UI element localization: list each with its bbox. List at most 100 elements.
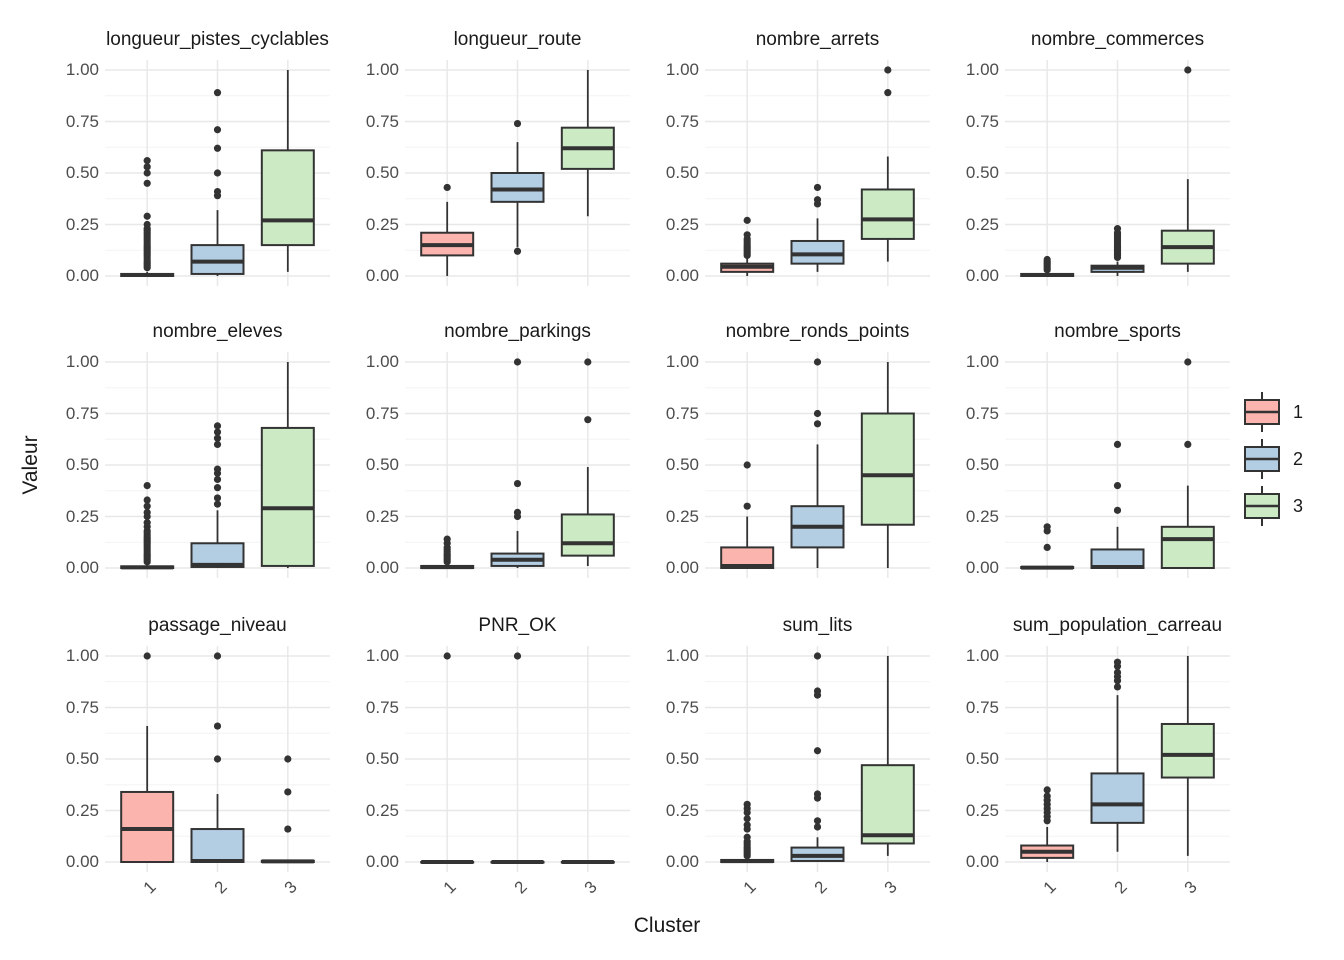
y-tick-label: 1.00: [965, 646, 999, 665]
boxplot-cluster-2: [1090, 225, 1145, 276]
y-tick-label: 0.00: [965, 558, 999, 577]
facet-panel: [105, 60, 330, 286]
y-tick-label: 1.00: [665, 60, 699, 79]
y-tick-label: 0.50: [65, 163, 99, 182]
y-tick-label: 0.75: [365, 403, 399, 423]
y-tick-label: 0.50: [365, 749, 399, 768]
boxplot-cluster-1: [420, 183, 475, 276]
y-axis-title: Valeur: [19, 435, 42, 495]
boxplot-cluster-1: [1020, 523, 1075, 570]
y-tick-label: 0.50: [665, 749, 699, 768]
legend-key-boxplot-icon: [1244, 439, 1280, 479]
y-tick-label: 0.75: [965, 111, 999, 131]
facet-panel: [1005, 352, 1230, 578]
facet-title: sum_lits: [782, 615, 853, 636]
y-tick-label: 1.00: [65, 646, 99, 665]
legend-item: 2: [1243, 439, 1303, 479]
y-tick-label: 0.00: [365, 266, 399, 285]
legend-item: 1: [1243, 392, 1303, 432]
y-tick-label: 0.00: [665, 852, 699, 871]
facet-title: nombre_eleves: [152, 321, 283, 342]
y-tick-label: 0.00: [965, 852, 999, 871]
boxplot-cluster-2: [190, 652, 245, 863]
boxplot-cluster-2: [790, 358, 845, 568]
y-tick-label: 0.25: [365, 800, 399, 820]
y-tick-label: 0.75: [65, 697, 99, 717]
y-tick-label: 0.25: [365, 214, 399, 234]
y-tick-label: 1.00: [365, 60, 399, 79]
boxplot-cluster-2: [190, 422, 245, 568]
boxplot-cluster-2: [1090, 440, 1145, 570]
x-tick-label: 2: [510, 877, 531, 898]
y-tick-label: 1.00: [965, 352, 999, 371]
boxplot-cluster-2: [490, 119, 545, 255]
y-tick-label: 0.00: [965, 266, 999, 285]
facet-panel: [405, 352, 630, 578]
boxplot-cluster-1: [420, 652, 475, 864]
boxplot-cluster-1: [720, 216, 775, 276]
y-tick-label: 0.25: [65, 506, 99, 526]
facet-panel: [705, 646, 930, 872]
boxplot-cluster-1: [1020, 255, 1075, 278]
facet-panel: [105, 646, 330, 872]
boxplot-cluster-3: [260, 755, 315, 864]
facet-title: nombre_parkings: [444, 321, 591, 342]
x-tick-label: 1: [739, 877, 760, 898]
facet-title: longueur_pistes_cyclables: [106, 29, 329, 50]
legend-label: 3: [1293, 495, 1304, 516]
x-tick-label: 2: [210, 877, 231, 898]
facet-panel: [1005, 646, 1230, 872]
boxplot-cluster-1: [120, 482, 175, 570]
y-tick-label: 0.50: [65, 749, 99, 768]
facet-panel: [705, 60, 930, 286]
y-tick-label: 0.50: [665, 455, 699, 474]
facet-panel: [105, 352, 330, 578]
y-tick-label: 0.75: [965, 697, 999, 717]
boxplot-cluster-3: [1160, 656, 1215, 856]
x-tick-label: 3: [1180, 877, 1201, 898]
y-tick-label: 0.50: [965, 455, 999, 474]
y-tick-label: 0.75: [665, 403, 699, 423]
x-tick-label: 1: [139, 877, 160, 898]
x-tick-label: 1: [439, 877, 460, 898]
y-tick-label: 0.25: [965, 214, 999, 234]
boxplot-cluster-1: [720, 800, 775, 864]
x-tick-label: 3: [280, 877, 301, 898]
boxplot-cluster-2: [490, 358, 545, 568]
facet-title: sum_population_carreau: [1012, 615, 1223, 636]
legend-label: 1: [1293, 401, 1304, 422]
y-tick-label: 1.00: [365, 646, 399, 665]
y-tick-label: 0.50: [965, 163, 999, 182]
y-tick-label: 0.25: [965, 800, 999, 820]
legend-key-boxplot-icon: [1244, 392, 1280, 432]
boxplot-cluster-1: [1020, 786, 1075, 862]
legend: 1 2 3: [1243, 392, 1303, 533]
y-tick-label: 0.00: [665, 266, 699, 285]
y-tick-label: 0.50: [65, 455, 99, 474]
boxplot-cluster-3: [1160, 358, 1215, 570]
y-tick-label: 1.00: [365, 352, 399, 371]
y-tick-label: 1.00: [65, 60, 99, 79]
y-tick-label: 0.75: [665, 111, 699, 131]
y-tick-label: 0.50: [965, 749, 999, 768]
boxplot-cluster-3: [260, 362, 315, 568]
y-tick-label: 0.75: [365, 111, 399, 131]
y-tick-label: 0.25: [665, 800, 699, 820]
x-tick-label: 1: [1039, 877, 1060, 898]
boxplot-cluster-2: [190, 89, 245, 276]
boxplot-cluster-3: [560, 70, 615, 217]
y-tick-label: 0.00: [65, 266, 99, 285]
facet-panel: [405, 60, 630, 286]
facet-title: nombre_ronds_points: [725, 321, 910, 342]
y-tick-label: 0.00: [65, 558, 99, 577]
y-tick-label: 0.25: [65, 800, 99, 820]
boxplot-cluster-2: [790, 183, 845, 272]
y-tick-label: 0.25: [65, 214, 99, 234]
boxplot-cluster-1: [720, 461, 775, 569]
y-tick-label: 0.00: [65, 852, 99, 871]
boxplot-cluster-3: [560, 860, 615, 864]
y-tick-label: 1.00: [65, 352, 99, 371]
boxplot-cluster-1: [420, 535, 475, 570]
boxplot-cluster-3: [860, 66, 915, 262]
y-tick-label: 0.50: [365, 163, 399, 182]
